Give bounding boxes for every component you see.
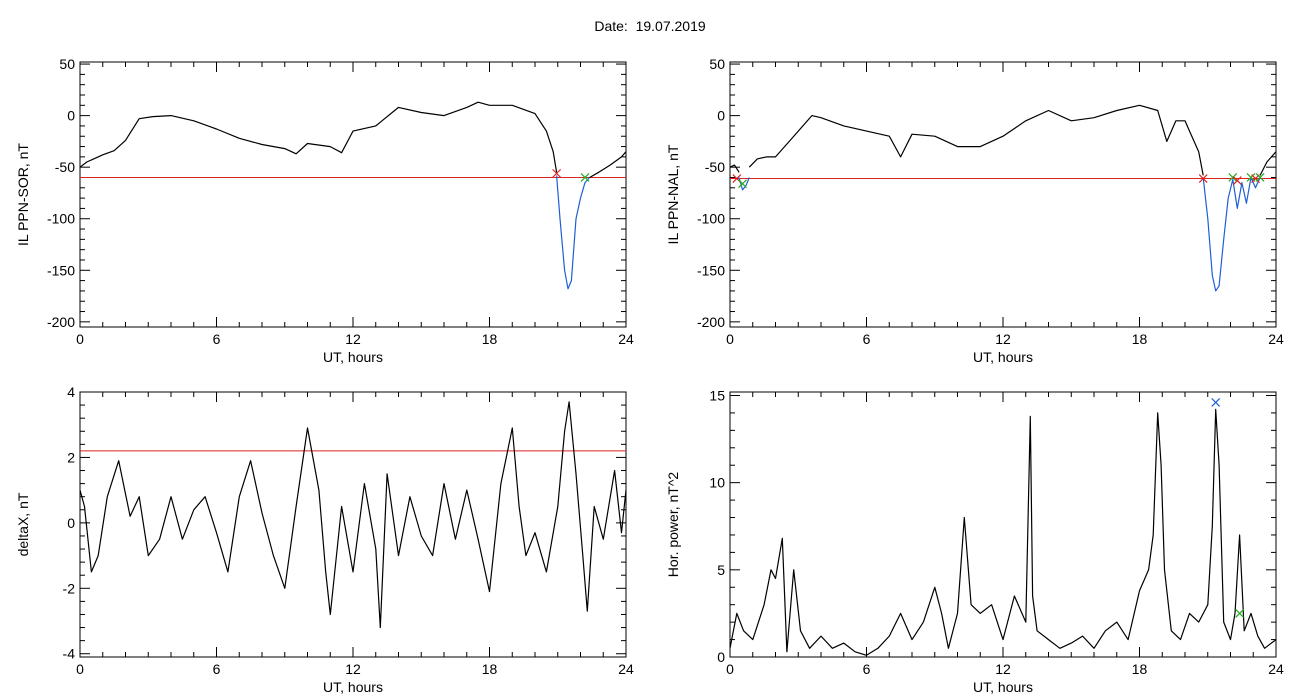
marker-x bbox=[738, 179, 747, 189]
x-tick-label: 6 bbox=[213, 331, 221, 347]
marker-x bbox=[1255, 173, 1265, 182]
marker-x bbox=[552, 168, 562, 178]
y-axis-label: IL PPN-SOR, nT bbox=[15, 143, 31, 246]
marker-stroke bbox=[1246, 173, 1256, 182]
marker-x bbox=[1211, 398, 1221, 407]
x-axis-label: UT, hours bbox=[323, 679, 383, 695]
x-tick-label: 12 bbox=[995, 331, 1011, 347]
y-tick-label: 0 bbox=[717, 649, 725, 665]
plot-frame bbox=[79, 61, 627, 328]
series-line bbox=[589, 151, 627, 179]
y-tick-label: 0 bbox=[717, 108, 725, 124]
series-line bbox=[729, 164, 740, 173]
marker-stroke bbox=[1255, 173, 1265, 182]
series-line bbox=[79, 101, 558, 173]
y-axis-label: deltaX, nT bbox=[15, 492, 31, 556]
y-tick-label: 5 bbox=[717, 562, 725, 578]
marker-x bbox=[1198, 174, 1208, 183]
y-tick-label: 2 bbox=[67, 449, 75, 465]
chart-panel-1: 0 6 12 18 24 -200 -150 -100 -50 0 50 UT, hours IL PP… bbox=[15, 56, 634, 365]
x-tick-label: 24 bbox=[1268, 661, 1284, 677]
y-tick-label: -100 bbox=[697, 211, 725, 227]
y-tick-label: 50 bbox=[709, 56, 725, 72]
x-tick-label: 24 bbox=[618, 661, 634, 677]
x-tick-label: 24 bbox=[618, 331, 634, 347]
y-axis-label: IL PPN-NAL, nT bbox=[665, 144, 681, 244]
x-tick-label: 6 bbox=[863, 331, 871, 347]
x-axis-label: UT, hours bbox=[973, 349, 1033, 365]
marker-stroke bbox=[1211, 398, 1221, 407]
plot-frame bbox=[79, 391, 627, 658]
page-title: Date: 19.07.2019 bbox=[594, 18, 706, 34]
x-tick-label: 0 bbox=[726, 331, 734, 347]
marker-stroke bbox=[1235, 608, 1245, 618]
x-tick-label: 0 bbox=[76, 331, 84, 347]
y-axis-label: Hor. power, nT^2 bbox=[665, 472, 681, 578]
marker-stroke bbox=[1232, 176, 1242, 186]
y-tick-label: -100 bbox=[47, 211, 75, 227]
marker-stroke bbox=[738, 179, 747, 189]
y-tick-label: 0 bbox=[67, 108, 75, 124]
marker-stroke bbox=[1198, 174, 1208, 183]
series-line bbox=[1259, 151, 1277, 176]
marker-x bbox=[1235, 608, 1245, 618]
y-tick-label: 50 bbox=[59, 56, 75, 72]
marker-x bbox=[580, 173, 590, 182]
plot-frame bbox=[729, 61, 1277, 328]
y-tick-label: -50 bbox=[55, 159, 75, 175]
x-tick-label: 24 bbox=[1268, 331, 1284, 347]
series-line bbox=[748, 104, 1204, 176]
y-tick-label: 15 bbox=[709, 387, 725, 403]
marker-stroke bbox=[1228, 173, 1238, 182]
chart-panel-2: 0 6 12 18 24 -200 -150 -100 -50 0 50 UT, hours IL PP… bbox=[665, 56, 1284, 365]
series-line bbox=[79, 401, 627, 629]
y-tick-label: -150 bbox=[697, 262, 725, 278]
marker-stroke bbox=[552, 168, 562, 178]
series-line bbox=[1202, 176, 1261, 292]
x-axis-label: UT, hours bbox=[323, 349, 383, 365]
y-tick-label: -150 bbox=[47, 262, 75, 278]
x-tick-label: 18 bbox=[482, 661, 498, 677]
marker-x bbox=[1232, 176, 1242, 186]
y-tick-label: 4 bbox=[67, 384, 75, 400]
x-tick-label: 18 bbox=[1132, 661, 1148, 677]
series-line bbox=[729, 408, 1277, 656]
y-tick-label: 10 bbox=[709, 475, 725, 491]
x-tick-label: 0 bbox=[726, 661, 734, 677]
x-tick-label: 6 bbox=[863, 661, 871, 677]
y-tick-label: -200 bbox=[697, 314, 725, 330]
marker-stroke bbox=[732, 174, 742, 183]
series-line bbox=[556, 175, 591, 290]
marker-x bbox=[1228, 173, 1238, 182]
x-tick-label: 18 bbox=[482, 331, 498, 347]
x-tick-label: 18 bbox=[1132, 331, 1148, 347]
x-tick-label: 0 bbox=[76, 661, 84, 677]
x-tick-label: 12 bbox=[345, 331, 361, 347]
x-tick-label: 12 bbox=[345, 661, 361, 677]
y-tick-label: -2 bbox=[63, 580, 76, 596]
chart-panel-4: 0 6 12 18 24 0 5 10 15 UT, hours Hor. power, nT^2 bbox=[665, 387, 1284, 695]
y-tick-label: 0 bbox=[67, 515, 75, 531]
y-tick-label: -4 bbox=[63, 646, 76, 662]
y-tick-label: -200 bbox=[47, 314, 75, 330]
x-tick-label: 12 bbox=[995, 661, 1011, 677]
marker-stroke bbox=[580, 173, 590, 182]
x-axis-label: UT, hours bbox=[973, 679, 1033, 695]
x-tick-label: 6 bbox=[213, 661, 221, 677]
series-line bbox=[738, 177, 750, 191]
y-tick-label: -50 bbox=[705, 159, 725, 175]
